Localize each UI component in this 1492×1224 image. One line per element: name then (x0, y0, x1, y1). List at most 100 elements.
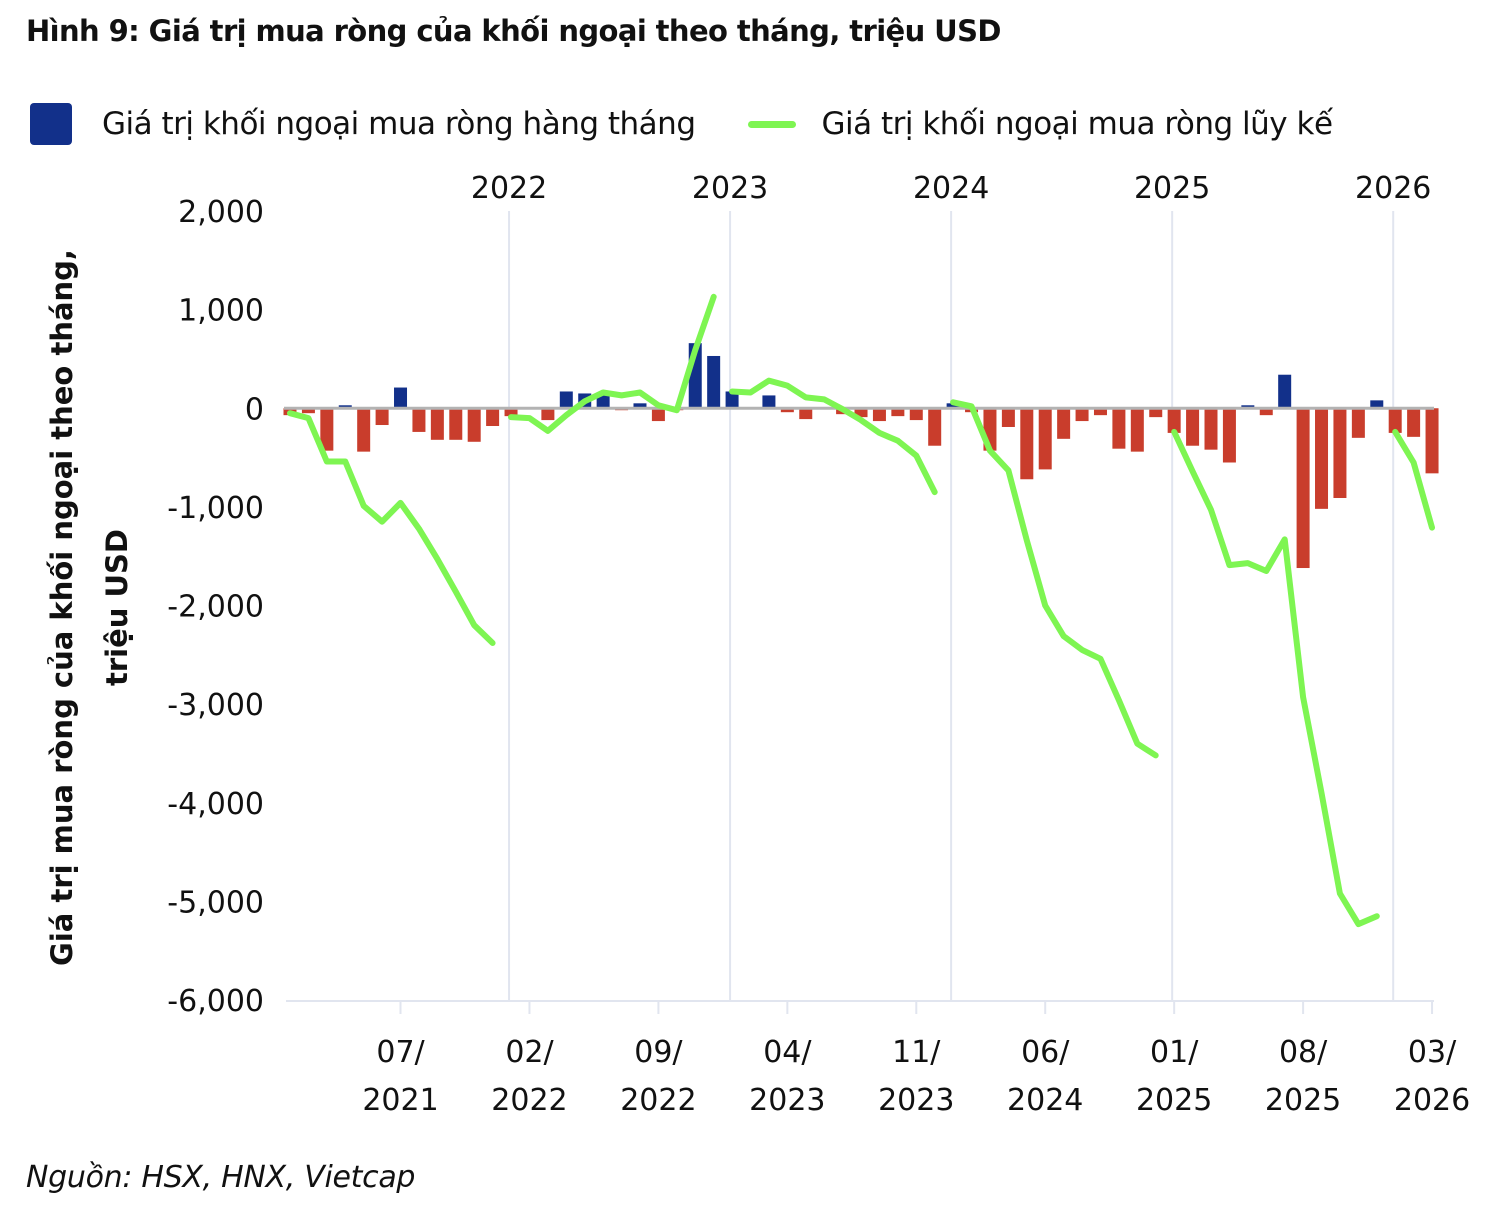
y-tick-label: -3,000 (167, 688, 264, 723)
x-tick-label-year: 2022 (491, 1083, 567, 1118)
monthly-bar (412, 408, 426, 432)
monthly-bar (799, 408, 813, 420)
y-tick-label: 2,000 (178, 195, 264, 230)
monthly-bar (872, 408, 886, 422)
monthly-bar (1149, 408, 1163, 418)
monthly-bar (394, 387, 408, 409)
monthly-bar (707, 355, 721, 409)
monthly-bar (1333, 408, 1347, 498)
x-tick-label-year: 2021 (362, 1083, 438, 1118)
x-tick-label-month: 01/ (1150, 1035, 1199, 1070)
cumulative-line-2026 (1392, 428, 1435, 531)
monthly-bar (1315, 408, 1329, 509)
cumulative-line-2022 (508, 293, 717, 434)
monthly-bar (1112, 408, 1126, 449)
monthly-bar (651, 408, 665, 422)
legend-line-label: Giá trị khối ngoại mua ròng lũy kế (821, 106, 1334, 142)
monthly-bar (780, 408, 794, 413)
x-tick-label-year: 2026 (1394, 1083, 1470, 1118)
x-tick-label-year: 2024 (1007, 1083, 1083, 1118)
monthly-bar (504, 408, 518, 417)
monthly-bar (1296, 408, 1310, 569)
monthly-bar (1093, 408, 1107, 416)
monthly-bar (762, 395, 776, 409)
monthly-bar (1407, 408, 1421, 437)
x-tick-label-month: 11/ (892, 1035, 941, 1070)
year-label: 2024 (913, 171, 989, 206)
y-axis-title-line1: Giá trị mua ròng của khối ngoại theo thá… (45, 249, 79, 966)
y-tick-label: 1,000 (178, 294, 264, 329)
y-tick-label: -4,000 (167, 787, 264, 822)
cumulative-line-2024 (950, 399, 1159, 759)
monthly-bar (559, 391, 573, 409)
x-tick-label-month: 04/ (763, 1035, 812, 1070)
monthly-bar (1001, 408, 1015, 427)
monthly-bar (946, 403, 960, 409)
x-tick-label-month: 03/ (1408, 1035, 1457, 1070)
monthly-bar (320, 408, 334, 451)
monthly-bar (1057, 408, 1071, 439)
monthly-bar (725, 391, 739, 409)
monthly-bar (1425, 408, 1439, 474)
y-tick-label: -5,000 (167, 885, 264, 920)
y-axis-title-line2: triệu USD (100, 529, 134, 686)
y-tick-label: 0 (245, 392, 264, 427)
monthly-bar (467, 408, 481, 442)
monthly-bar (1351, 408, 1365, 438)
x-tick-label-year: 2025 (1265, 1083, 1341, 1118)
year-separator-layer (508, 211, 1395, 1000)
axis-layer (286, 1000, 1434, 1014)
monthly-bar (854, 408, 868, 418)
x-tick-label-month: 07/ (376, 1035, 425, 1070)
monthly-bar (301, 408, 315, 414)
monthly-bar (375, 408, 389, 426)
x-tick-label-year: 2023 (878, 1083, 954, 1118)
x-tick-label-year: 2022 (620, 1083, 696, 1118)
legend-bar-label: Giá trị khối ngoại mua ròng hàng tháng (102, 106, 696, 142)
monthly-bar (1388, 408, 1402, 433)
x-tick-label-month: 09/ (634, 1035, 683, 1070)
y-tick-label: -1,000 (167, 491, 264, 526)
cumulative-line-2025 (1171, 428, 1380, 928)
monthly-bar (449, 408, 463, 440)
y-tick-label: -2,000 (167, 590, 264, 625)
y-axis-title: Giá trị mua ròng của khối ngoại theo thá… (45, 249, 134, 966)
source-note: Nguồn: HSX, HNX, Vietcap (26, 1160, 416, 1195)
monthly-bar (891, 408, 905, 417)
year-label: 2023 (692, 171, 768, 206)
monthly-bar (633, 403, 647, 409)
monthly-bar (541, 408, 555, 421)
cumulative-line-layer (287, 293, 1435, 928)
cumulative-line-2023 (729, 377, 938, 496)
x-tick-label-month: 02/ (505, 1035, 554, 1070)
monthly-bar (1204, 408, 1218, 450)
legend-line-swatch-icon (747, 120, 796, 128)
legend-bar-swatch-icon (30, 103, 72, 145)
monthly-bar (1370, 400, 1384, 409)
monthly-bar (1186, 408, 1200, 446)
legend: Giá trị khối ngoại mua ròng hàng tháng G… (30, 98, 1333, 150)
monthly-bar (1222, 408, 1236, 463)
year-label: 2022 (471, 171, 547, 206)
year-label: 2026 (1355, 171, 1431, 206)
monthly-bar (1130, 408, 1144, 452)
monthly-bar (1167, 408, 1181, 433)
monthly-bar (1038, 408, 1052, 470)
x-tick-label-month: 06/ (1021, 1035, 1070, 1070)
y-tick-label: -6,000 (167, 984, 264, 1019)
monthly-bar (928, 408, 942, 446)
monthly-bar (1075, 408, 1089, 422)
chart-title: Hình 9: Giá trị mua ròng của khối ngoại … (26, 14, 1001, 48)
cumulative-line-2021 (287, 410, 496, 646)
x-tick-label-year: 2025 (1136, 1083, 1212, 1118)
bar-layer (283, 343, 1439, 569)
monthly-bar (486, 408, 500, 427)
monthly-bar (909, 408, 923, 421)
year-label: 2025 (1134, 171, 1210, 206)
monthly-bar (1259, 408, 1273, 416)
monthly-bar (430, 408, 444, 440)
monthly-bar (1020, 408, 1034, 480)
x-tick-label-year: 2023 (749, 1083, 825, 1118)
x-tick-label-month: 08/ (1279, 1035, 1328, 1070)
